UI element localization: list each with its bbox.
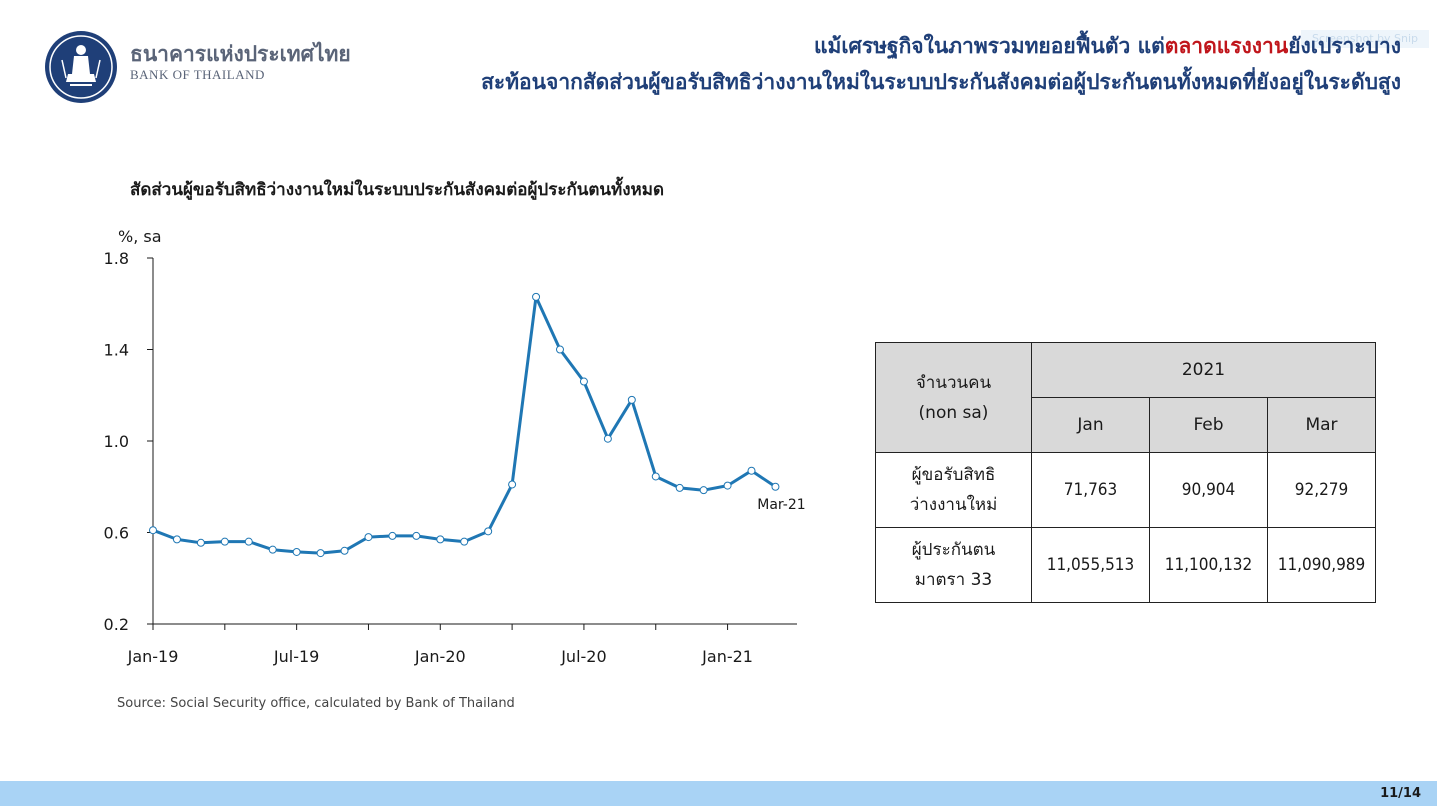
series-line — [152, 295, 777, 555]
row-label-line: มาตรา 33 — [914, 570, 993, 590]
data-point — [771, 482, 780, 491]
data-point — [675, 483, 684, 492]
y-tick-label: 0.6 — [104, 524, 129, 543]
data-point — [651, 472, 660, 481]
row-label-line: ผู้ประกันตน — [911, 540, 996, 560]
x-tick-label: Jan-20 — [414, 647, 466, 666]
data-point — [436, 535, 445, 544]
data-point — [388, 531, 397, 540]
chart-title: สัดส่วนผู้ขอรับสิทธิว่างงานใหม่ในระบบประ… — [130, 180, 664, 200]
table-corner-header: จำนวนคน (non sa) — [875, 342, 1032, 453]
data-point — [555, 345, 564, 354]
data-point — [340, 546, 349, 555]
bank-of-thailand-logo-icon — [45, 31, 117, 103]
data-point — [220, 537, 229, 546]
data-point — [244, 537, 253, 546]
data-point — [292, 547, 301, 556]
y-tick-label: 1.4 — [104, 341, 129, 360]
row-label: ผู้ประกันตน มาตรา 33 — [875, 527, 1032, 603]
y-tick-label: 1.0 — [104, 432, 129, 451]
table-month-header: Mar — [1267, 397, 1376, 453]
row-label-line: ผู้ขอรับสิทธิ — [911, 465, 996, 485]
slide-headline: แม้เศรษฐกิจในภาพรวมทยอยฟื้นตัว แต่ตลาดแร… — [481, 30, 1401, 102]
table-cell: 71,763 — [1031, 452, 1150, 528]
data-point — [532, 292, 541, 301]
bank-name-english: BANK OF THAILAND — [130, 67, 265, 82]
data-point — [268, 545, 277, 554]
headline-line-1: แม้เศรษฐกิจในภาพรวมทยอยฟื้นตัว แต่ตลาดแร… — [481, 30, 1401, 62]
data-point — [196, 538, 205, 547]
y-tick-label: 0.2 — [104, 615, 129, 634]
table-row: ผู้ขอรับสิทธิ ว่างงานใหม่ 71,763 90,904 … — [875, 452, 1376, 528]
data-point — [627, 395, 636, 404]
row-label-line: ว่างงานใหม่ — [909, 495, 998, 515]
data-point — [149, 526, 157, 535]
data-point — [579, 377, 588, 386]
source-note: Source: Social Security office, calculat… — [117, 696, 515, 711]
table-row: ผู้ประกันตน มาตรา 33 11,055,513 11,100,1… — [875, 527, 1376, 603]
y-tick-label: 1.8 — [104, 249, 129, 268]
x-tick-labels: Jan-19 Jul-19 Jan-20 Jul-20 Jan-21 — [127, 624, 753, 666]
data-point — [316, 549, 325, 558]
headline-line-2: สะท้อนจากสัดส่วนผู้ขอรับสิทธิว่างงานใหม่… — [481, 70, 1401, 94]
table-cell: 11,055,513 — [1031, 527, 1150, 603]
data-point — [364, 533, 373, 542]
x-tick-label: Jul-20 — [560, 647, 606, 666]
x-tick-label: Jan-19 — [127, 647, 179, 666]
line-chart: %, sa 0.2 0.6 1.0 1.4 1.8 Jan-19 Jul-19 Jan-20… — [104, 227, 806, 666]
headline-text: แม้เศรษฐกิจในภาพรวมทยอยฟื้นตัว แต่ — [813, 34, 1165, 58]
table-cell: 92,279 — [1267, 452, 1376, 528]
table-cell: 11,090,989 — [1267, 527, 1376, 603]
snip-watermark: Screenshot by Snip — [1301, 30, 1429, 48]
headline-text-end: ยังเปราะบาง — [1288, 34, 1401, 58]
corner-sublabel: (non sa) — [918, 402, 989, 423]
data-point — [699, 486, 708, 495]
table-month-header: Feb — [1149, 397, 1268, 453]
data-point — [747, 466, 756, 475]
data-point — [412, 531, 421, 540]
last-point-annotation: Mar-21 — [757, 497, 805, 513]
table-cell: 11,100,132 — [1149, 527, 1268, 603]
row-label: ผู้ขอรับสิทธิ ว่างงานใหม่ — [875, 452, 1032, 528]
corner-label: จำนวนคน — [915, 372, 992, 393]
table-cell: 90,904 — [1149, 452, 1268, 528]
table-month-header: Jan — [1031, 397, 1150, 453]
claims-table: จำนวนคน (non sa) 2021 Jan Feb Mar ผู้ขอร… — [875, 342, 1376, 603]
table-year-header: 2021 — [1031, 342, 1376, 398]
data-point — [484, 527, 493, 536]
y-axis-label: %, sa — [118, 227, 162, 246]
data-point — [723, 481, 732, 490]
page-number: 11/14 — [1380, 786, 1421, 801]
y-tick-labels: 0.2 0.6 1.0 1.4 1.8 — [104, 249, 153, 634]
data-point — [172, 535, 181, 544]
data-point — [508, 480, 517, 489]
x-tick-label: Jul-19 — [273, 647, 319, 666]
footer-bar: 11/14 — [0, 781, 1437, 806]
chart-axes — [152, 258, 797, 625]
series-points — [149, 292, 780, 558]
data-point — [460, 537, 469, 546]
x-tick-label: Jan-21 — [701, 647, 753, 666]
bank-name-thai: ธนาคารแห่งประเทศไทย — [130, 41, 351, 66]
headline-highlight: ตลาดแรงงาน — [1164, 34, 1289, 58]
data-point — [603, 434, 612, 443]
